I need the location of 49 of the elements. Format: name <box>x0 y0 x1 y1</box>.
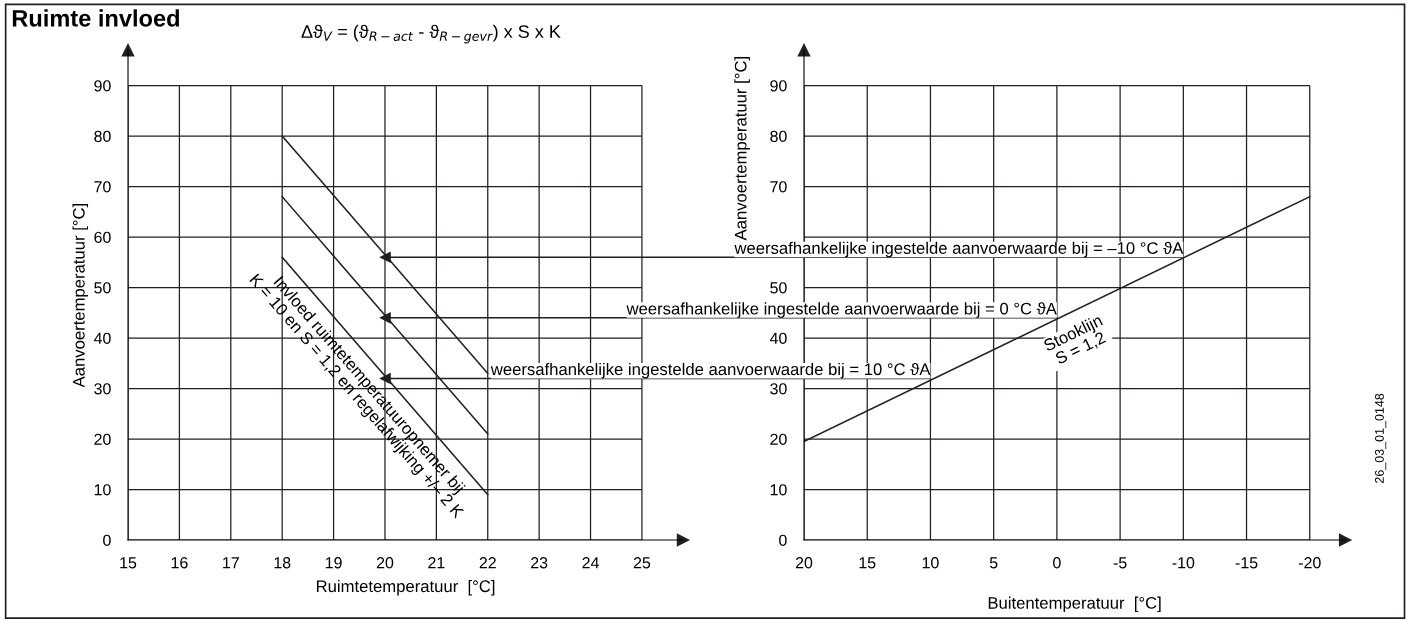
x-tick-label: 22 <box>479 557 496 569</box>
y-tick-label: 0 <box>103 534 111 546</box>
y-tick-label: 80 <box>770 130 787 143</box>
y-tick-label: 50 <box>94 282 111 294</box>
chart-subtitle: Δϑ$_{V}$ = (ϑ$_{R−act}$ - ϑ$_{R−gevr}$) x S x K <box>301 24 561 44</box>
annotation: weersafhankelijke ingestelde aanvoerwaarde bij = –10 °C ϑA <box>734 241 1184 258</box>
x-tick-label: 16 <box>171 557 188 569</box>
y-axis-title: Aanvoertemperatuur [°C] <box>734 57 750 241</box>
y-tick-label: 30 <box>94 383 111 395</box>
x-tick-label: 20 <box>376 557 394 569</box>
x-tick-label: -15 <box>1235 557 1258 569</box>
x-tick-label: 21 <box>428 557 445 569</box>
x-tick-label: 18 <box>274 557 291 569</box>
annotation: weersafhankelijke ingestelde aanvoerwaarde bij = 10 °C ϑA <box>490 362 931 379</box>
x-tick-label: 15 <box>120 557 137 569</box>
x-tick-label: 15 <box>859 557 876 569</box>
y-tick-label: 60 <box>94 231 111 243</box>
y-tick-label: 10 <box>94 484 111 496</box>
x-tick-label: 20 <box>795 557 813 569</box>
y-tick-label: 50 <box>770 282 787 294</box>
x-tick-label: -5 <box>1113 557 1127 569</box>
y-tick-label: 40 <box>93 332 111 344</box>
chart-title: Ruimte invloed <box>12 9 179 27</box>
x-tick-label: -20 <box>1298 557 1321 569</box>
y-tick-label: 40 <box>769 332 787 344</box>
x-tick-label: 17 <box>223 557 239 569</box>
x-tick-label: 25 <box>633 557 651 569</box>
x-tick-label: 23 <box>531 557 548 569</box>
x-tick-label: 24 <box>582 557 599 569</box>
y-axis-title: Aanvoertemperatuur [°C] <box>72 204 89 388</box>
y-tick-label: 20 <box>94 433 111 445</box>
y-tick-label: 70 <box>94 181 111 193</box>
x-axis-title: Buitentemperatuur [°C] <box>988 596 1161 613</box>
y-tick-label: 90 <box>94 80 111 92</box>
x-tick-label: 5 <box>989 557 998 569</box>
y-tick-label: 80 <box>94 130 111 143</box>
y-tick-label: 70 <box>770 181 787 193</box>
x-tick-label: 10 <box>922 557 939 569</box>
y-tick-label: 90 <box>770 80 787 92</box>
x-axis-title: Ruimtetemperatuur [°C] <box>316 579 495 596</box>
annotation: weersafhankelijke ingestelde aanvoerwaarde bij = 0 °C ϑA <box>626 302 1057 318</box>
x-tick-label: -10 <box>1172 557 1195 569</box>
x-tick-label: 0 <box>1053 557 1061 569</box>
y-tick-label: 20 <box>770 433 787 445</box>
y-tick-label: 10 <box>770 484 787 496</box>
text: 26_03_01_0148 <box>1375 393 1387 483</box>
y-tick-label: 30 <box>770 383 787 395</box>
x-tick-label: 19 <box>325 557 342 569</box>
y-tick-label: 0 <box>779 534 787 546</box>
